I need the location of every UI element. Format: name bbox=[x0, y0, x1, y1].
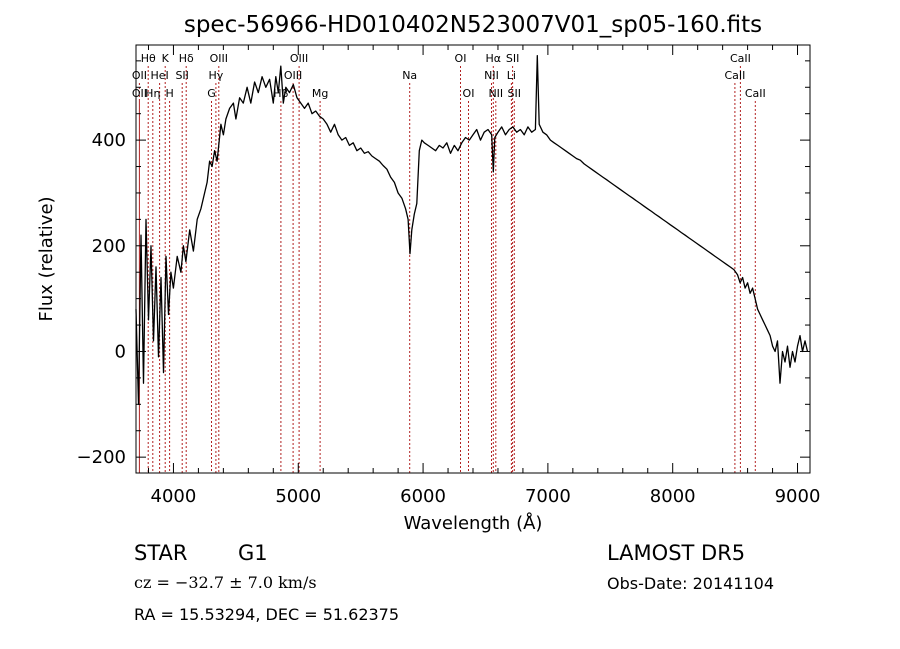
spectrum-line bbox=[135, 54, 809, 405]
x-tick-label: 8000 bbox=[650, 486, 696, 507]
line-marker-label: NII bbox=[484, 69, 499, 82]
line-marker-label: CaII bbox=[730, 52, 751, 65]
line-marker-label: H bbox=[165, 87, 173, 100]
line-marker-label: OII bbox=[132, 69, 147, 82]
line-marker-label: Li bbox=[507, 69, 516, 82]
chart-title: spec-56966-HD010402N523007V01_sp05-160.f… bbox=[184, 12, 762, 38]
line-marker-label: OI bbox=[455, 52, 467, 65]
line-marker-label: Na bbox=[402, 69, 417, 82]
line-marker-label: G bbox=[207, 87, 216, 100]
line-marker-label: NII bbox=[488, 87, 503, 100]
line-marker-label: SII bbox=[175, 69, 188, 82]
line-marker-label: Mg bbox=[312, 87, 328, 100]
line-marker-label: Hδ bbox=[179, 52, 194, 65]
x-tick-label: 4000 bbox=[151, 486, 197, 507]
y-axis-label: Flux (relative) bbox=[36, 196, 57, 321]
coordinates: RA = 15.53294, DEC = 51.62375 bbox=[134, 605, 400, 624]
line-marker-label: OI bbox=[463, 87, 475, 100]
spectrum-series bbox=[135, 54, 809, 405]
y-tick-label: −200 bbox=[77, 447, 126, 468]
line-marker-label: Hα bbox=[486, 52, 502, 65]
y-tick-label: 200 bbox=[92, 236, 126, 257]
line-marker-label: K bbox=[162, 52, 170, 65]
obs-date: Obs-Date: 20141104 bbox=[607, 574, 775, 593]
x-tick-label: 5000 bbox=[275, 486, 321, 507]
line-marker-label: Hθ bbox=[141, 52, 156, 65]
subclass: G1 bbox=[238, 541, 268, 565]
object-class: STAR bbox=[134, 541, 188, 565]
survey-name: LAMOST DR5 bbox=[607, 541, 746, 565]
line-marker-label: HeI bbox=[150, 69, 168, 82]
line-marker-label: SII bbox=[506, 52, 519, 65]
x-tick-label: 9000 bbox=[775, 486, 821, 507]
line-marker-label: Hη bbox=[145, 87, 160, 100]
line-marker-label: CaII bbox=[724, 69, 745, 82]
x-axis: 4000 5000 6000 7000 8000 9000 bbox=[147, 45, 821, 507]
line-marker-label: OIII bbox=[290, 52, 308, 65]
line-markers bbox=[138, 66, 756, 473]
y-axis: −200 0 200 400 bbox=[77, 60, 810, 468]
y-tick-label: 400 bbox=[92, 130, 126, 151]
x-axis-label: Wavelength (Å) bbox=[404, 512, 543, 534]
line-marker-label: SII bbox=[508, 87, 521, 100]
x-tick-label: 6000 bbox=[400, 486, 446, 507]
y-tick-label: 0 bbox=[115, 341, 126, 362]
line-marker-label: CaII bbox=[745, 87, 766, 100]
line-marker-label: OIII bbox=[210, 52, 228, 65]
x-tick-label: 7000 bbox=[525, 486, 571, 507]
line-marker-label: Hγ bbox=[209, 69, 224, 82]
redshift-readout: cz = −32.7 ± 7.0 km/s bbox=[134, 573, 317, 592]
line-marker-label: OIII bbox=[284, 69, 302, 82]
